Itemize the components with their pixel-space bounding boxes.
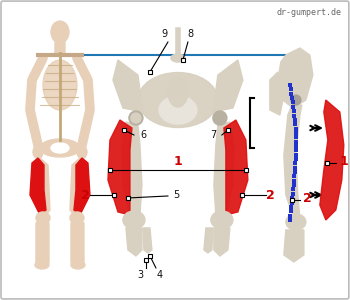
Bar — [290, 198, 294, 202]
Polygon shape — [213, 60, 243, 112]
Ellipse shape — [33, 146, 43, 158]
Polygon shape — [74, 158, 90, 215]
Bar — [240, 193, 244, 197]
Text: 8: 8 — [188, 29, 194, 39]
Ellipse shape — [71, 261, 85, 269]
Polygon shape — [204, 228, 213, 253]
FancyBboxPatch shape — [55, 41, 65, 53]
Bar — [181, 58, 185, 62]
Polygon shape — [30, 158, 46, 215]
Ellipse shape — [129, 111, 143, 125]
Polygon shape — [122, 122, 142, 215]
FancyBboxPatch shape — [71, 222, 84, 264]
Ellipse shape — [77, 146, 87, 158]
Ellipse shape — [51, 143, 69, 153]
Bar — [126, 196, 130, 200]
Bar — [122, 128, 126, 132]
Polygon shape — [224, 120, 248, 215]
Bar — [325, 161, 329, 165]
Text: 1: 1 — [174, 155, 182, 168]
Bar — [144, 258, 148, 262]
Polygon shape — [36, 158, 50, 215]
Polygon shape — [214, 122, 234, 215]
Polygon shape — [278, 48, 313, 108]
Text: 2: 2 — [303, 193, 312, 206]
Polygon shape — [113, 60, 143, 112]
Polygon shape — [270, 72, 283, 115]
FancyBboxPatch shape — [36, 222, 49, 264]
Bar — [112, 193, 116, 197]
Ellipse shape — [123, 211, 145, 229]
Polygon shape — [108, 120, 132, 215]
Bar — [244, 168, 248, 172]
Ellipse shape — [36, 212, 50, 224]
Text: 3: 3 — [137, 270, 143, 280]
Text: 1: 1 — [340, 155, 349, 169]
Ellipse shape — [131, 113, 141, 123]
Text: 7: 7 — [211, 130, 217, 140]
Ellipse shape — [51, 21, 69, 43]
Ellipse shape — [168, 77, 188, 107]
Ellipse shape — [211, 211, 233, 229]
Polygon shape — [284, 230, 304, 262]
Text: 5: 5 — [173, 190, 179, 200]
Text: 2: 2 — [266, 190, 275, 202]
Ellipse shape — [171, 54, 185, 62]
Ellipse shape — [213, 111, 227, 125]
Text: 2: 2 — [80, 190, 89, 202]
Polygon shape — [70, 158, 84, 215]
Ellipse shape — [159, 96, 197, 124]
Bar — [226, 128, 230, 132]
Ellipse shape — [286, 214, 306, 230]
Ellipse shape — [291, 95, 301, 105]
Text: 4: 4 — [157, 270, 163, 280]
Text: 6: 6 — [140, 130, 146, 140]
Polygon shape — [214, 228, 230, 256]
Ellipse shape — [43, 60, 77, 110]
Bar — [108, 168, 112, 172]
Text: 9: 9 — [162, 29, 168, 39]
Ellipse shape — [40, 139, 80, 157]
Polygon shape — [143, 228, 152, 253]
Ellipse shape — [35, 261, 49, 269]
Polygon shape — [126, 228, 142, 256]
Ellipse shape — [138, 73, 218, 128]
Polygon shape — [284, 105, 302, 218]
Polygon shape — [320, 100, 344, 220]
Ellipse shape — [70, 212, 84, 224]
Bar — [148, 254, 152, 258]
Text: dr-gumpert.de: dr-gumpert.de — [277, 8, 342, 17]
Bar — [148, 70, 152, 74]
